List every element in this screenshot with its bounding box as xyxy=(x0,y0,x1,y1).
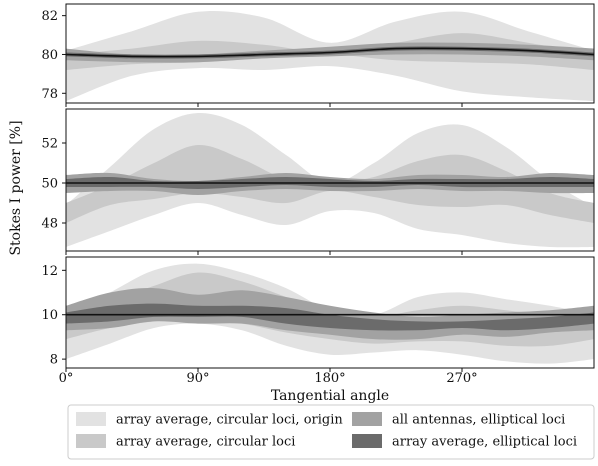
legend-swatch xyxy=(352,412,382,426)
y-tick-label: 50 xyxy=(41,177,58,192)
legend-label: array average, circular loci, origin xyxy=(116,413,343,428)
y-axis-label: Stokes I power [%] xyxy=(8,120,24,255)
band-array-average-elliptical-loci xyxy=(66,303,594,331)
x-tick-labels: 0° 90° 180° 270° xyxy=(59,371,478,386)
legend-item-array-average-circular-loci-origin: array average, circular loci, origin xyxy=(76,412,343,428)
panel-1-plot-area xyxy=(66,11,594,102)
panel-2: 48 50 52 xyxy=(41,108,595,255)
y-tick-label: 80 xyxy=(41,48,58,63)
legend-item-all-antennas-elliptical-loci: all antennas, elliptical loci xyxy=(352,412,565,428)
legend-box xyxy=(67,404,595,460)
legend-swatch xyxy=(76,412,106,426)
x-tick-label: 0° xyxy=(59,371,74,386)
legend-label: array average, circular loci xyxy=(116,435,295,450)
y-tick-label: 10 xyxy=(41,308,58,323)
panel-3: 8 10 12 xyxy=(41,256,595,372)
panels-group: 78 80 82 48 50 52 8 10 12 xyxy=(41,3,595,372)
legend-item-array-average-elliptical-loci: array average, elliptical loci xyxy=(352,434,577,450)
legend-swatch xyxy=(76,434,106,448)
x-tick-label: 90° xyxy=(186,371,209,386)
panel-1: 78 80 82 xyxy=(41,3,595,107)
x-tick-label: 180° xyxy=(314,371,345,386)
legend: array average, circular loci, origin arra… xyxy=(67,404,595,460)
y-tick-label: 52 xyxy=(41,137,58,152)
y-tick-label: 48 xyxy=(41,217,58,232)
y-tick-label: 8 xyxy=(50,353,58,368)
panel-2-plot-area xyxy=(66,112,594,248)
y-tick-label: 12 xyxy=(41,264,58,279)
legend-label: array average, elliptical loci xyxy=(392,435,577,450)
legend-item-array-average-circular-loci: array average, circular loci xyxy=(76,434,295,450)
legend-label: all antennas, elliptical loci xyxy=(392,413,565,428)
y-tick-label: 82 xyxy=(41,9,58,24)
x-tick-label: 270° xyxy=(446,371,477,386)
x-axis-label: Tangential angle xyxy=(271,388,389,404)
legend-swatch xyxy=(352,434,382,448)
y-tick-label: 78 xyxy=(41,87,58,102)
reference-line xyxy=(66,47,594,58)
panel-3-plot-area xyxy=(66,263,594,364)
